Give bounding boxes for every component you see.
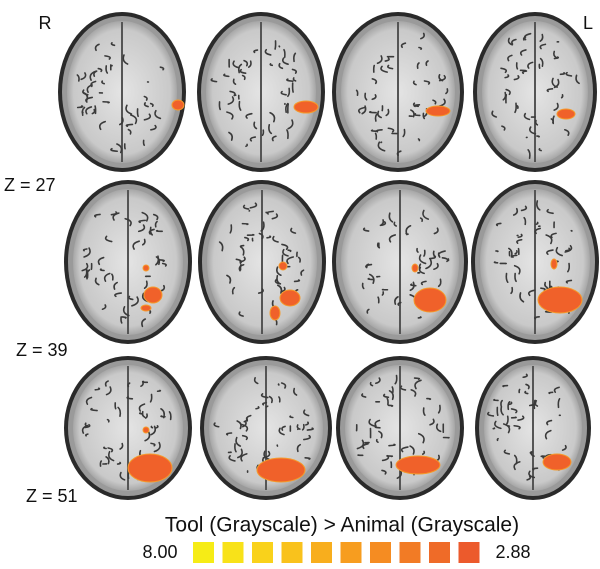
- sulcus: [140, 413, 143, 414]
- sulcus: [388, 405, 392, 406]
- brain-slices: [58, 12, 599, 500]
- color-swatch: [370, 542, 391, 563]
- sulcus: [382, 292, 383, 295]
- activation: [543, 454, 571, 470]
- sulcus: [374, 66, 375, 73]
- sulcus: [420, 264, 421, 269]
- sulcus: [161, 416, 165, 417]
- activation: [257, 458, 305, 482]
- sulcus: [503, 386, 508, 387]
- sulcus: [242, 224, 247, 225]
- right-label: R: [39, 13, 52, 33]
- activation: [414, 288, 446, 312]
- sulcus: [494, 400, 498, 401]
- color-swatch: [311, 542, 332, 563]
- color-swatch: [252, 542, 273, 563]
- sulcus: [293, 83, 294, 92]
- sulcus: [95, 106, 96, 113]
- sulcus: [517, 63, 518, 69]
- sulcus: [418, 317, 421, 318]
- sulcus: [497, 439, 498, 441]
- sulcus: [219, 102, 220, 109]
- activation: [396, 456, 440, 474]
- color-swatch: [429, 542, 450, 563]
- sulcus: [100, 461, 101, 466]
- sulcus: [266, 406, 267, 407]
- colorbar: [193, 542, 480, 563]
- sulcus: [157, 231, 163, 232]
- sulcus: [392, 387, 393, 392]
- activation: [172, 100, 184, 110]
- sulcus: [418, 139, 419, 141]
- activation: [141, 305, 151, 311]
- activation: [270, 306, 280, 320]
- sulcus: [497, 407, 498, 415]
- activation: [538, 287, 582, 313]
- sulcus: [370, 112, 376, 113]
- color-swatch: [223, 542, 244, 563]
- legend-max: 8.00: [142, 542, 177, 562]
- activation: [128, 454, 172, 482]
- sulcus: [144, 140, 145, 145]
- activation: [412, 264, 418, 272]
- sulcus: [537, 136, 539, 137]
- sulcus: [284, 50, 285, 57]
- sulcus: [378, 297, 379, 303]
- activation: [143, 265, 149, 271]
- color-swatch: [193, 542, 214, 563]
- activation: [294, 101, 318, 113]
- row-label: Z = 39: [16, 340, 68, 360]
- sulcus: [494, 262, 497, 263]
- activation: [279, 262, 287, 270]
- left-label: L: [583, 13, 593, 33]
- color-swatch: [459, 542, 480, 563]
- color-swatch: [282, 542, 303, 563]
- activation: [144, 287, 162, 303]
- sulcus: [424, 250, 425, 256]
- activation: [280, 290, 300, 306]
- row-label: Z = 27: [4, 175, 56, 195]
- color-swatch: [400, 542, 421, 563]
- sulcus: [387, 399, 388, 405]
- activation: [551, 259, 557, 269]
- sulcus: [275, 41, 276, 49]
- sulcus: [427, 399, 431, 400]
- legend-min: 2.88: [495, 542, 530, 562]
- activation: [143, 427, 149, 433]
- sulcus: [158, 390, 161, 391]
- sulcus: [493, 428, 494, 429]
- sulcus: [517, 106, 518, 109]
- sulcus: [248, 235, 254, 236]
- color-swatch: [341, 542, 362, 563]
- figure: R L Z = 27 Z = 39 Z = 51 Tool (Grayscale…: [0, 0, 600, 569]
- legend-title: Tool (Grayscale) > Animal (Grayscale): [165, 514, 519, 537]
- sulcus: [376, 133, 377, 139]
- sulcus: [279, 397, 280, 402]
- sulcus: [298, 429, 299, 430]
- sulcus: [115, 403, 116, 409]
- activation: [426, 106, 450, 116]
- sulcus: [263, 130, 264, 135]
- row-label: Z = 51: [26, 486, 78, 506]
- sulcus: [138, 109, 139, 116]
- activation: [557, 109, 575, 119]
- sulcus: [121, 317, 122, 323]
